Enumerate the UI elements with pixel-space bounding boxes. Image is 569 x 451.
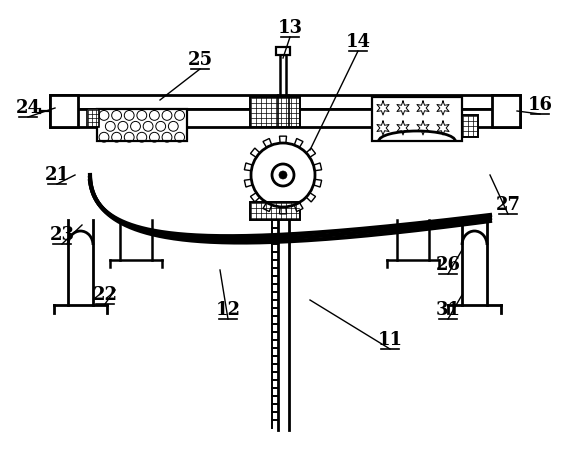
Bar [492,95,520,127]
Polygon shape [263,202,272,212]
Text: 13: 13 [278,19,303,37]
Polygon shape [244,163,253,171]
Bar [250,202,300,220]
Bar [50,95,78,127]
Text: 11: 11 [377,331,402,349]
Polygon shape [294,202,303,212]
Polygon shape [314,163,321,171]
Text: 31: 31 [435,301,460,319]
Polygon shape [306,148,316,157]
Text: 23: 23 [50,226,75,244]
Bar [372,97,462,141]
Polygon shape [250,148,260,157]
Polygon shape [244,179,253,187]
Text: 21: 21 [44,166,69,184]
Bar [97,109,187,141]
Polygon shape [279,207,287,214]
Text: 14: 14 [345,33,370,51]
Polygon shape [306,193,316,202]
Text: 25: 25 [187,51,213,69]
Text: 27: 27 [496,196,521,214]
Polygon shape [294,138,303,147]
Polygon shape [250,193,260,202]
Bar [50,95,520,109]
Bar [87,109,99,127]
Polygon shape [314,179,321,187]
Text: 12: 12 [216,301,241,319]
Text: 16: 16 [527,96,552,114]
Polygon shape [279,136,287,143]
Text: 26: 26 [435,256,460,274]
Bar [462,115,478,137]
Circle shape [279,171,287,179]
Bar [276,47,290,55]
Text: 24: 24 [15,99,40,117]
Bar [50,109,520,127]
Polygon shape [263,138,272,147]
Text: 22: 22 [93,286,118,304]
Bar [250,97,300,127]
